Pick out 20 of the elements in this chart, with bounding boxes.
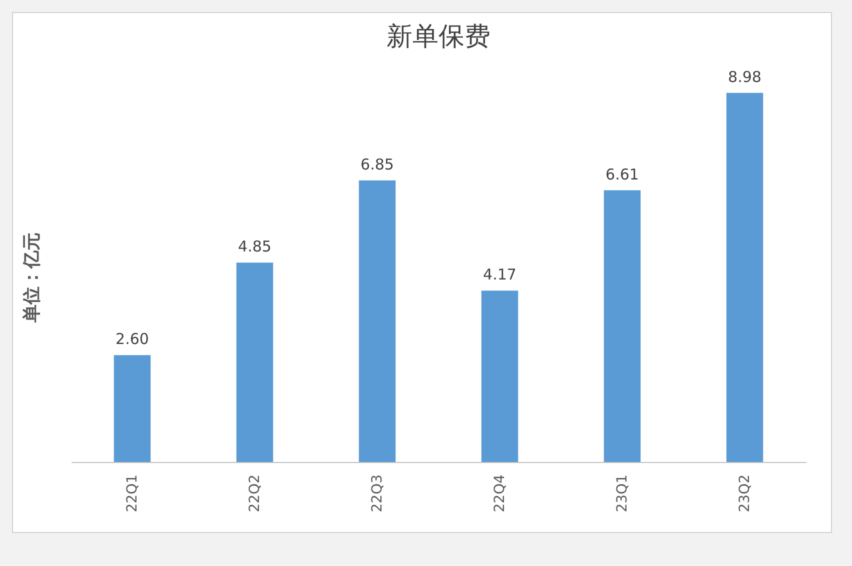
bar (726, 92, 764, 462)
data-label: 8.98 (728, 68, 762, 86)
data-label: 4.85 (238, 238, 272, 256)
data-label: 6.85 (360, 155, 394, 174)
bar (481, 290, 518, 462)
bar (604, 190, 641, 462)
x-tick-label: 22Q4 (492, 474, 508, 512)
data-label: 4.17 (483, 266, 516, 284)
y-axis-title: 单位：亿元 (22, 232, 42, 324)
x-tick-label: 22Q1 (124, 474, 140, 512)
x-tick-label: 22Q3 (369, 474, 386, 512)
bar (236, 262, 274, 462)
x-tick-label: 23Q1 (614, 474, 630, 512)
data-label: 2.60 (116, 330, 149, 348)
x-tick-label: 22Q2 (246, 474, 263, 512)
bar (358, 180, 396, 462)
bar (114, 355, 151, 462)
x-tick-label: 23Q2 (736, 474, 753, 512)
data-label: 6.61 (606, 165, 639, 184)
chart-title: 新单保费 (386, 22, 490, 52)
